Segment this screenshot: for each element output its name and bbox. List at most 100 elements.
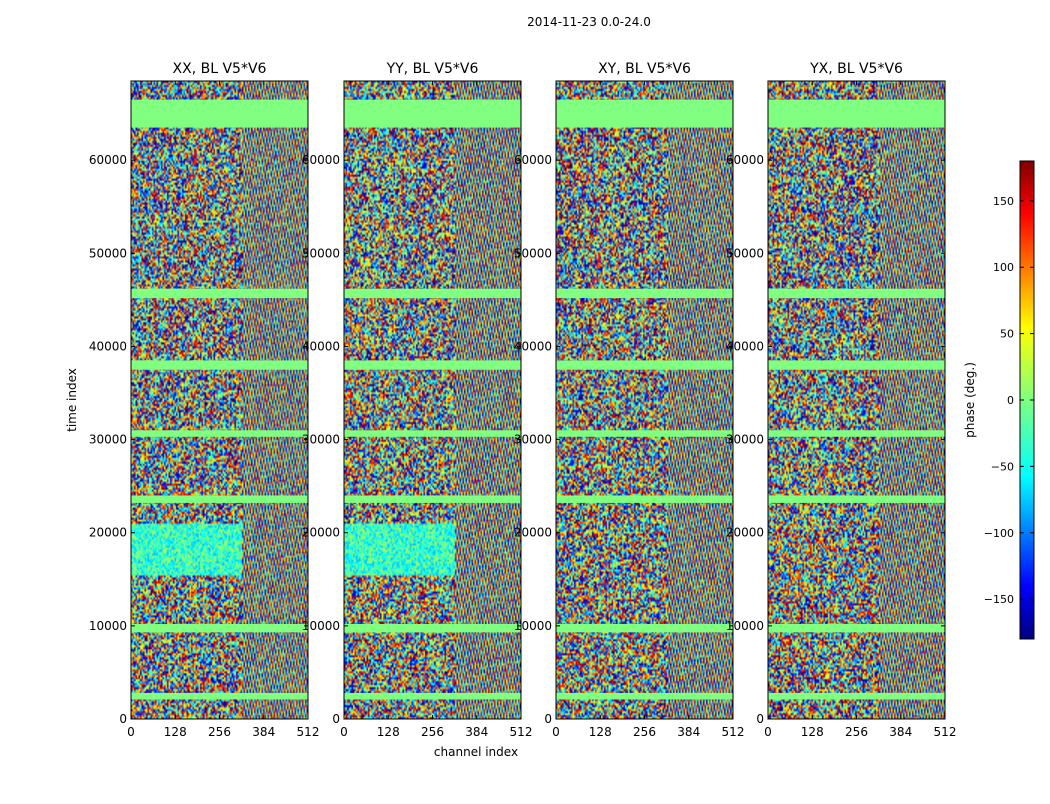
x-tick-label: 128 [801,725,824,739]
figure-title: 2014-11-23 0.0-24.0 [527,15,651,29]
flagged-band [768,99,945,128]
flagged-band [131,495,308,503]
flagged-band [768,360,945,370]
colorbar-tick-label: 50 [1000,328,1014,341]
flagged-band [344,623,521,633]
colorbar-tick-label: 150 [993,195,1014,208]
x-tick-label: 256 [845,725,868,739]
flagged-band [131,430,308,437]
y-tick-label: 50000 [89,246,127,260]
x-tick-label: 0 [764,725,772,739]
flagged-band [131,692,308,700]
flagged-band [131,99,308,128]
flagged-band [768,623,945,633]
y-tick-label: 10000 [89,619,127,633]
x-tick-label: 384 [252,725,275,739]
y-tick-label: 30000 [89,433,127,447]
y-tick-label: 0 [119,712,127,726]
flagged-band [131,623,308,633]
colorbar-tick-label: −50 [991,460,1014,473]
y-tick-label: 40000 [514,339,552,353]
y-tick-label: 40000 [302,339,340,353]
y-tick-label: 10000 [514,619,552,633]
y-tick-label: 50000 [302,246,340,260]
x-tick-label: 128 [377,725,400,739]
y-tick-label: 40000 [89,339,127,353]
x-tick-label: 128 [164,725,187,739]
y-tick-label: 50000 [726,246,764,260]
colorbar-label: phase (deg.) [963,362,977,438]
x-tick-label: 512 [510,725,533,739]
x-tick-label: 384 [677,725,700,739]
x-tick-label: 0 [340,725,348,739]
y-tick-label: 60000 [726,153,764,167]
y-tick-label: 0 [544,712,552,726]
x-tick-label: 256 [421,725,444,739]
colorbar-tick-label: −100 [984,527,1014,540]
x-tick-label: 0 [127,725,135,739]
panel-yx: YX, BL V5*V6 0 128 256 384 512 0 10000 20000 3000… [726,61,957,739]
colorbar-tick-label: 0 [1007,394,1014,407]
panel-title: XX, BL V5*V6 [173,61,267,77]
y-tick-label: 50000 [514,246,552,260]
flagged-band [556,360,733,370]
flagged-band [556,288,733,299]
panel-xx: XX, BL V5*V6 0 128 256 384 512 0 10000 20000 3000… [89,61,320,739]
colorbar-ticks: −150 −100 −50 0 50 100 150 [984,195,1034,606]
flagged-band [556,495,733,503]
phase-raster [131,81,308,719]
flagged-band [344,495,521,503]
flagged-band [556,430,733,437]
y-tick-label: 30000 [302,433,340,447]
phase-raster [344,81,521,719]
y-tick-label: 60000 [89,153,127,167]
flagged-band [344,360,521,370]
y-tick-label: 10000 [302,619,340,633]
x-tick-label: 384 [889,725,912,739]
flagged-band [131,360,308,370]
flagged-band [131,288,308,299]
flagged-band [768,288,945,299]
colorbar-tick-label: −150 [984,593,1014,606]
panels: XX, BL V5*V6 0 128 256 384 512 0 10000 20000 3000… [89,61,957,739]
y-tick-label: 0 [332,712,340,726]
y-tick-label: 40000 [726,339,764,353]
y-tick-label: 20000 [89,526,127,540]
x-tick-label: 128 [589,725,612,739]
flagged-band [556,692,733,700]
flagged-band [768,430,945,437]
panel-yy: YY, BL V5*V6 0 128 256 384 512 0 10000 20000 3000… [302,61,533,739]
y-tick-label: 30000 [514,433,552,447]
colorbar-tick-label: 100 [993,261,1014,274]
x-tick-label: 512 [297,725,320,739]
flagged-band [344,288,521,299]
flagged-band [556,99,733,128]
x-tick-label: 512 [722,725,745,739]
phase-raster [556,81,733,719]
flagged-band [768,692,945,700]
y-tick-label: 30000 [726,433,764,447]
x-tick-label: 512 [934,725,957,739]
y-tick-label: 0 [756,712,764,726]
flagged-band [344,99,521,128]
y-axis-label: time index [65,368,79,432]
y-tick-label: 60000 [302,153,340,167]
panel-title: XY, BL V5*V6 [598,61,691,77]
x-tick-label: 384 [465,725,488,739]
panel-title: YX, BL V5*V6 [809,61,903,77]
x-axis-label: channel index [434,745,518,759]
colorbar: −150 −100 −50 0 50 100 150 phase (deg.) [963,160,1035,640]
x-tick-label: 256 [208,725,231,739]
flagged-band [768,495,945,503]
y-tick-label: 20000 [302,526,340,540]
panel-title: YY, BL V5*V6 [386,61,479,77]
flagged-band [344,692,521,700]
y-tick-label: 60000 [514,153,552,167]
x-tick-label: 0 [552,725,560,739]
flagged-band [344,430,521,437]
phase-raster [768,81,945,719]
y-tick-label: 20000 [514,526,552,540]
flagged-band [556,623,733,633]
